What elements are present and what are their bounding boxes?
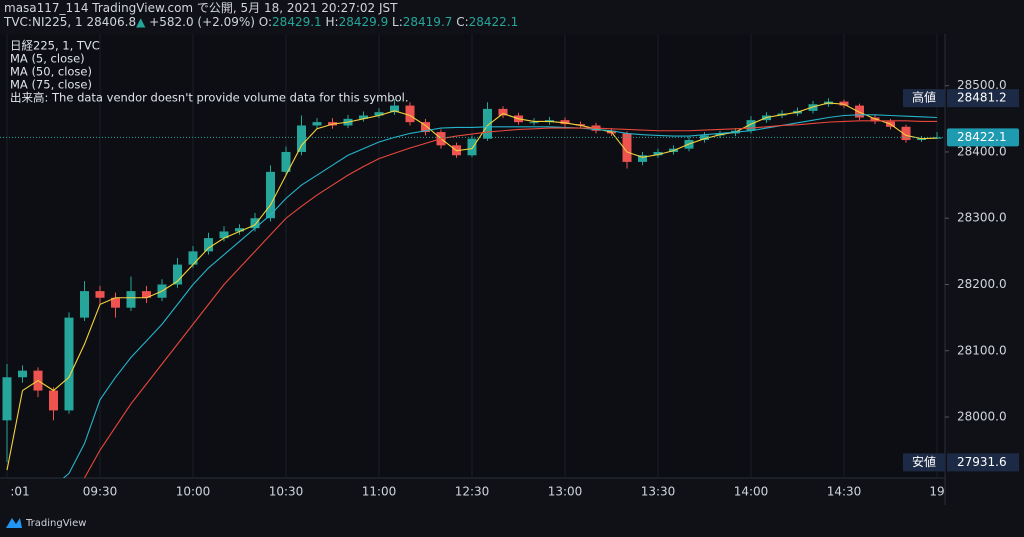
candle-body — [297, 125, 306, 152]
candle-body — [576, 124, 585, 126]
candle-body — [49, 390, 58, 411]
ohlc-value: 28419.7 — [402, 15, 453, 29]
candle-body — [126, 291, 136, 308]
x-tick-label: 11:00 — [362, 485, 397, 499]
marker-tag: 安値 — [912, 454, 936, 469]
candle-body — [235, 228, 244, 232]
candle-body — [266, 171, 275, 219]
candle-body — [917, 138, 926, 141]
candle-body — [870, 117, 880, 122]
last: 28406.8 — [86, 15, 137, 29]
y-tick-label: 28500.0 — [957, 78, 1007, 92]
plot — [0, 98, 945, 478]
candle-body — [483, 108, 492, 139]
candle-body — [839, 101, 849, 106]
header: masa117_114 TradingView.com で公開, 5月 18, … — [4, 1, 518, 29]
candle-body — [622, 133, 632, 162]
x-tick-label: 14:00 — [734, 485, 769, 499]
legend-entry: MA (5, close) — [10, 52, 85, 66]
candle-body — [653, 151, 663, 156]
marker-tag-bg — [903, 453, 945, 472]
candle-body — [374, 112, 384, 116]
ma-line — [83, 120, 937, 478]
marker-badge — [947, 453, 1019, 472]
x-tick-label: 09:30 — [83, 485, 118, 499]
marker-value: 28481.2 — [957, 91, 1007, 105]
candle-body — [80, 291, 89, 318]
quote-line: TVC:NI225, 1 28406.8▲ +582.0 (+2.09%) O:… — [4, 15, 518, 29]
x-tick-label: 19 — [929, 485, 944, 499]
y-tick-label: 28100.0 — [957, 343, 1007, 357]
candle-body — [638, 155, 647, 162]
logo: TradingView — [6, 518, 86, 529]
legend-title: 日経225, 1, TVC — [10, 39, 100, 53]
x-tick-label: 13:30 — [641, 485, 676, 499]
candle-body — [64, 317, 74, 411]
ohlc-value: 28422.1 — [468, 15, 519, 29]
candle-body — [808, 104, 818, 111]
candle-body — [390, 105, 399, 113]
last-price-label: 28422.1 — [957, 130, 1007, 144]
y-tick-label: 28300.0 — [957, 211, 1007, 225]
candle-body — [529, 122, 539, 124]
marker-tag-bg — [903, 89, 945, 108]
x-tick-label: 10:30 — [269, 485, 304, 499]
logo-icon — [6, 518, 22, 528]
candle-body — [359, 115, 368, 119]
y-tick-label: 28400.0 — [957, 144, 1007, 158]
candle-body — [498, 108, 508, 116]
candle-body — [281, 151, 291, 172]
candle-body — [700, 135, 709, 141]
candle-body — [142, 291, 151, 298]
x-tick-label: 12:30 — [455, 485, 490, 499]
marker-badge — [947, 89, 1019, 108]
candle-body — [405, 105, 415, 123]
ohlc-key: C: — [456, 15, 469, 29]
ohlc-key: O: — [258, 15, 273, 29]
legend-entry: MA (75, close) — [10, 78, 92, 92]
candle-body — [901, 126, 911, 141]
symbol: TVC:NI225, 1 — [4, 15, 83, 29]
x-tick-label: :01 — [10, 485, 29, 499]
volume-note: 出来高: The data vendor doesn't provide vol… — [10, 91, 409, 105]
candle-body — [188, 251, 198, 265]
y-tick-label: 28200.0 — [957, 277, 1007, 291]
candle-body — [421, 122, 430, 133]
candle-body — [312, 122, 322, 126]
candle-body — [95, 291, 105, 298]
x-tick-label: 13:00 — [548, 485, 583, 499]
axes: 28000.0 28100.0 28200.0 28300.0 28400.0 28500… — [10, 78, 1019, 499]
marker-value: 27931.6 — [957, 455, 1007, 469]
candle-body — [2, 377, 12, 421]
y-tick-label: 28000.0 — [957, 410, 1007, 424]
arrow: ▲ — [136, 15, 146, 29]
x-tick-label: 10:00 — [176, 485, 211, 499]
ohlc-value: 28429.9 — [338, 15, 389, 29]
ohlc-key: L: — [392, 15, 403, 29]
candle-body — [467, 138, 477, 156]
candle-body — [560, 120, 570, 125]
x-tick-label: 14:30 — [827, 485, 862, 499]
ohlc: O:28429.1 H:28429.9 L:28419.7 C:28422.1 — [259, 15, 519, 29]
candle-body — [250, 218, 260, 229]
candle-body — [18, 370, 27, 378]
header-line: masa117_114 TradingView.com で公開, 5月 18, … — [4, 1, 398, 15]
ma-line — [6, 102, 938, 471]
candle-body — [204, 238, 213, 252]
candle-body — [173, 264, 182, 285]
footer-text: TradingView — [25, 518, 86, 529]
change: +582.0 (+2.09%) — [149, 15, 255, 29]
candle-body — [219, 231, 229, 239]
ohlc-key: H: — [325, 15, 339, 29]
legend-entry: MA (50, close) — [10, 65, 92, 79]
legend: 日経225, 1, TVC 出来高: The data vendor doesn… — [10, 39, 409, 105]
marker-tag: 高値 — [912, 90, 936, 105]
candle-body — [111, 297, 120, 308]
last-price-badge — [947, 128, 1019, 147]
candle-body — [855, 105, 864, 118]
ohlc-value: 28429.1 — [272, 15, 322, 29]
candle-body — [746, 120, 756, 131]
